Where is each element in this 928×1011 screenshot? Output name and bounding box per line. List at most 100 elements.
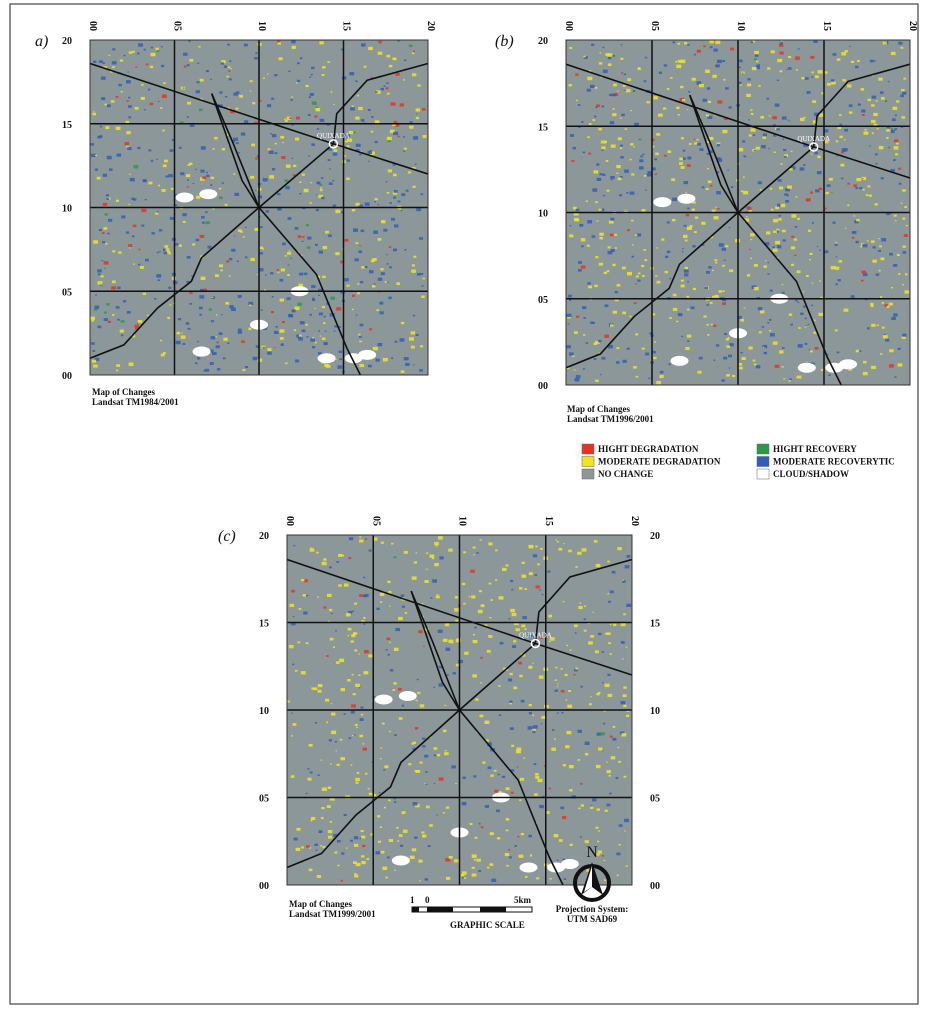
change-pixel bbox=[472, 854, 477, 858]
change-pixel bbox=[750, 109, 752, 111]
change-pixel bbox=[684, 225, 687, 227]
change-pixel bbox=[111, 100, 115, 103]
change-pixel bbox=[405, 612, 408, 614]
change-pixel bbox=[535, 546, 538, 548]
change-pixel bbox=[197, 81, 200, 83]
change-pixel bbox=[245, 366, 248, 368]
change-pixel bbox=[282, 343, 284, 344]
change-pixel bbox=[267, 73, 269, 74]
change-pixel bbox=[784, 156, 787, 158]
change-pixel bbox=[847, 205, 849, 207]
change-pixel bbox=[563, 601, 565, 602]
change-pixel bbox=[500, 642, 504, 645]
change-pixel bbox=[336, 307, 341, 310]
change-pixel bbox=[777, 80, 779, 81]
change-pixel bbox=[521, 700, 525, 703]
change-pixel bbox=[636, 376, 639, 378]
change-pixel bbox=[193, 183, 195, 184]
change-pixel bbox=[612, 113, 616, 116]
change-pixel bbox=[533, 554, 537, 557]
change-pixel bbox=[109, 168, 113, 171]
change-pixel bbox=[796, 69, 798, 71]
change-pixel bbox=[141, 97, 145, 100]
change-pixel bbox=[387, 137, 392, 140]
top-tick-label: 05 bbox=[172, 21, 183, 31]
change-pixel bbox=[611, 179, 613, 180]
change-pixel bbox=[303, 594, 307, 597]
top-tick-label: 20 bbox=[425, 21, 436, 31]
change-pixel bbox=[741, 352, 743, 354]
change-pixel bbox=[634, 302, 637, 304]
change-pixel bbox=[506, 830, 509, 832]
change-pixel bbox=[108, 219, 112, 222]
change-pixel bbox=[123, 55, 125, 57]
change-pixel bbox=[837, 352, 840, 354]
change-pixel bbox=[375, 120, 380, 123]
change-pixel bbox=[796, 377, 798, 379]
change-pixel bbox=[129, 204, 131, 205]
change-pixel bbox=[155, 212, 158, 214]
change-pixel bbox=[610, 218, 614, 221]
left-tick-label: 10 bbox=[62, 204, 72, 215]
change-pixel bbox=[811, 76, 813, 77]
change-pixel bbox=[420, 704, 424, 707]
change-pixel bbox=[339, 358, 342, 360]
change-pixel bbox=[694, 54, 696, 56]
change-pixel bbox=[905, 273, 908, 275]
change-pixel bbox=[182, 213, 186, 216]
change-pixel bbox=[510, 673, 513, 675]
change-pixel bbox=[161, 46, 163, 47]
change-pixel bbox=[341, 852, 344, 854]
change-pixel bbox=[601, 146, 605, 149]
change-pixel bbox=[905, 290, 910, 293]
change-pixel bbox=[876, 163, 878, 165]
change-pixel bbox=[419, 880, 421, 881]
change-pixel bbox=[622, 733, 627, 736]
change-pixel bbox=[210, 362, 214, 365]
change-pixel bbox=[575, 566, 577, 568]
change-pixel bbox=[572, 236, 574, 237]
change-pixel bbox=[144, 109, 146, 110]
change-pixel bbox=[216, 345, 220, 348]
change-pixel bbox=[396, 827, 399, 829]
change-pixel bbox=[229, 258, 232, 260]
change-pixel bbox=[616, 165, 621, 168]
change-pixel bbox=[447, 674, 449, 675]
panel-label: (b) bbox=[495, 33, 514, 50]
change-pixel bbox=[166, 175, 169, 177]
change-pixel bbox=[170, 304, 172, 305]
change-pixel bbox=[806, 275, 809, 277]
change-pixel bbox=[880, 91, 884, 94]
change-pixel bbox=[325, 231, 329, 234]
change-pixel bbox=[627, 272, 632, 276]
change-pixel bbox=[644, 259, 647, 261]
change-pixel bbox=[170, 217, 174, 220]
change-pixel bbox=[806, 198, 811, 201]
change-pixel bbox=[767, 67, 770, 69]
change-pixel bbox=[388, 297, 392, 300]
change-pixel bbox=[395, 341, 398, 343]
change-pixel bbox=[383, 229, 387, 232]
change-pixel bbox=[310, 182, 312, 183]
change-pixel bbox=[570, 649, 572, 650]
change-pixel bbox=[616, 173, 618, 174]
change-pixel bbox=[631, 220, 634, 222]
change-pixel bbox=[656, 381, 661, 384]
change-pixel bbox=[743, 177, 745, 178]
change-pixel bbox=[474, 859, 476, 861]
change-pixel bbox=[725, 87, 729, 90]
change-pixel bbox=[627, 348, 630, 350]
change-pixel bbox=[893, 159, 896, 161]
change-pixel bbox=[771, 209, 774, 211]
change-pixel bbox=[258, 359, 263, 362]
change-pixel bbox=[381, 272, 385, 275]
change-pixel bbox=[618, 178, 622, 181]
change-pixel bbox=[463, 777, 466, 779]
change-pixel bbox=[301, 671, 306, 674]
change-pixel bbox=[475, 698, 478, 700]
change-pixel bbox=[233, 173, 235, 174]
change-pixel bbox=[558, 548, 562, 551]
change-pixel bbox=[508, 618, 510, 619]
change-pixel bbox=[292, 310, 296, 313]
